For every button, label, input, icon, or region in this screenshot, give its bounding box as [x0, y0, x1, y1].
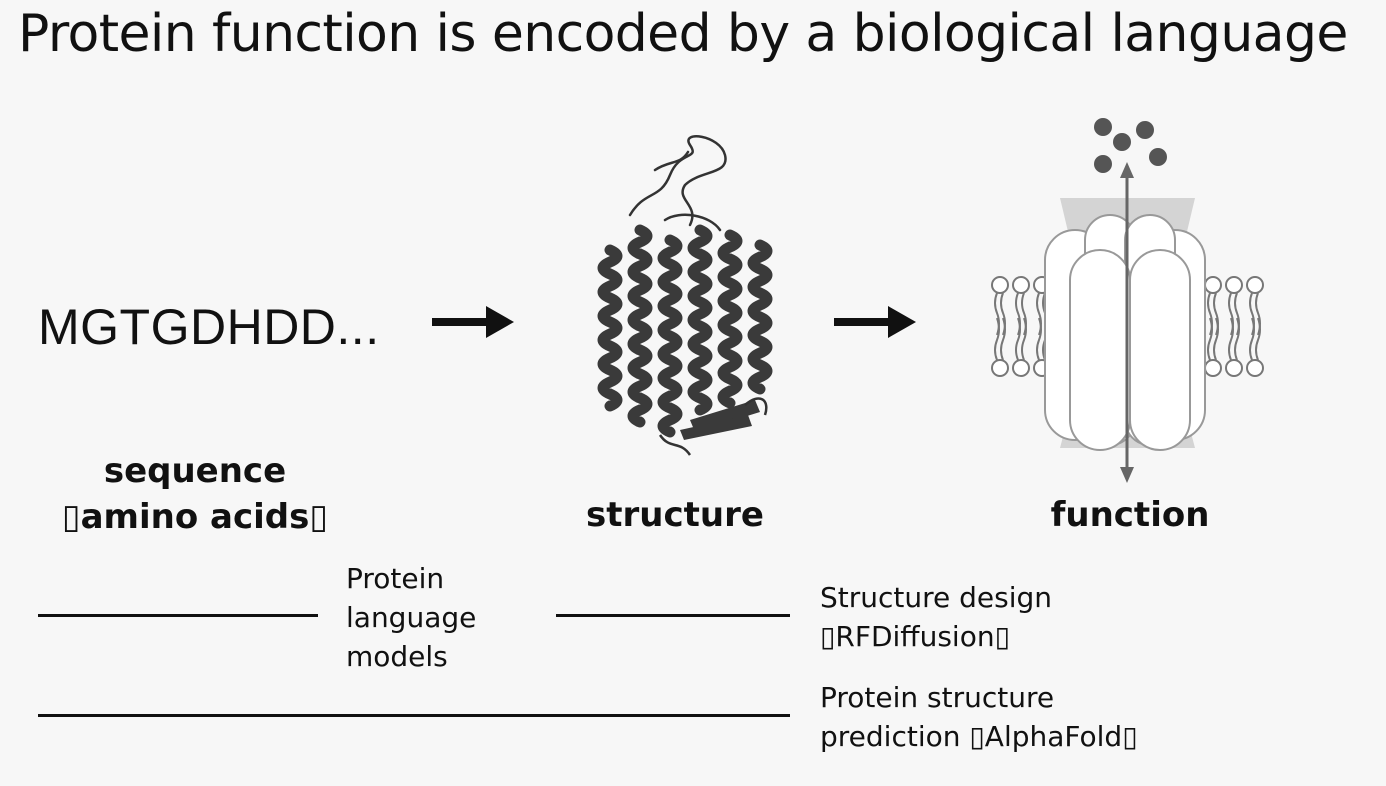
plm-label-line3: models	[346, 640, 448, 673]
prediction-line	[38, 714, 790, 717]
lipid-head	[1204, 276, 1222, 294]
membrane-channel-icon	[991, 118, 1264, 483]
lipid-head	[1012, 359, 1030, 377]
lipid-head	[991, 276, 1009, 294]
lipid-tail	[1249, 317, 1261, 361]
plm-label: Protein language models	[346, 559, 476, 676]
helix-segment	[747, 239, 773, 395]
design-label: Structure design ▯RFDiffusion▯	[820, 578, 1052, 656]
sequence-label: sequence ▯amino acids▯	[40, 448, 350, 540]
prediction-label: Protein structure prediction ▯AlphaFold▯	[820, 678, 1138, 756]
design-label-line2: ▯RFDiffusion▯	[820, 620, 1010, 653]
lipid-tail	[1015, 317, 1027, 361]
lipid-head	[991, 359, 1009, 377]
lipid-tail	[1207, 292, 1219, 336]
helix-segment	[627, 224, 653, 428]
lipid-head	[1204, 359, 1222, 377]
protein-structure-icon	[597, 135, 773, 456]
lipid-head	[1246, 276, 1264, 294]
lipid-head	[1246, 359, 1264, 377]
plm-line-right	[556, 614, 790, 617]
lipid-tail	[1015, 292, 1027, 336]
helix-segment	[657, 234, 683, 438]
arrow-seq-to-structure-icon	[432, 306, 514, 338]
sequence-label-line2: ▯amino acids▯	[61, 497, 329, 537]
helix-segment	[597, 244, 623, 412]
lipid-tail	[1228, 317, 1240, 361]
lipid-tail	[994, 317, 1006, 361]
plm-label-line1: Protein	[346, 562, 445, 595]
lipid-head	[1225, 276, 1243, 294]
plm-line-left	[38, 614, 318, 617]
lipid-head	[1225, 359, 1243, 377]
lipid-tail	[1228, 292, 1240, 336]
lipid-head	[1012, 276, 1030, 294]
lipid-tail	[1207, 317, 1219, 361]
helix-segment	[717, 229, 743, 409]
design-label-line1: Structure design	[820, 581, 1053, 614]
sequence-label-line1: sequence	[103, 451, 287, 491]
sequence-text: MGTGDHDD...	[38, 299, 380, 355]
page-title: Protein function is encoded by a biologi…	[18, 4, 1348, 64]
prediction-label-line2: prediction ▯AlphaFold▯	[820, 720, 1138, 753]
lipid-tail	[994, 292, 1006, 336]
plm-label-line2: language	[346, 601, 477, 634]
prediction-label-line1: Protein structure	[820, 681, 1055, 714]
function-label: function	[1050, 495, 1210, 535]
structure-label: structure	[586, 495, 764, 535]
helix-segment	[687, 224, 713, 416]
lipid-tail	[1249, 292, 1261, 336]
arrow-structure-to-function-icon	[834, 306, 916, 338]
